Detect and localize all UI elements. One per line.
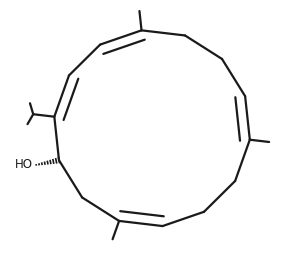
Text: HO: HO bbox=[15, 158, 33, 171]
